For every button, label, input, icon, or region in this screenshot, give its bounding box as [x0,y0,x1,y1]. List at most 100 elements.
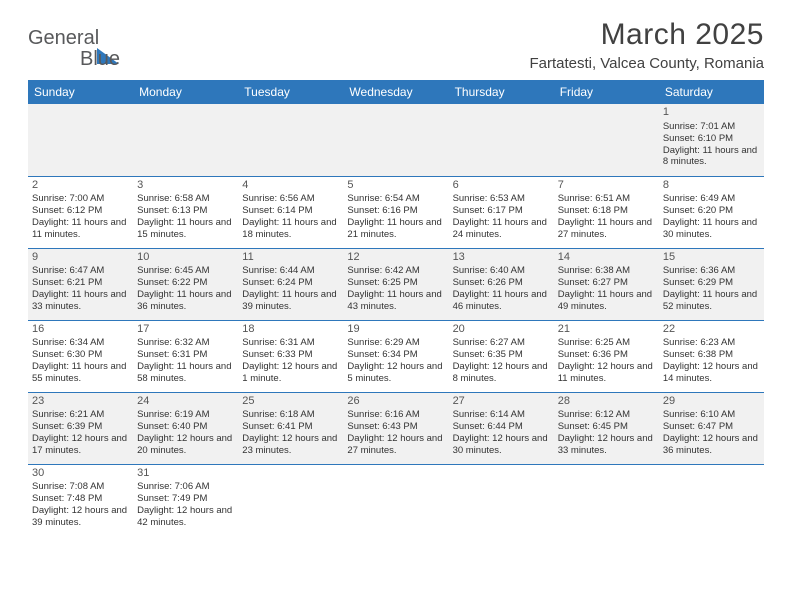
daylight-text: Daylight: 11 hours and 15 minutes. [137,217,234,241]
day-number: 30 [32,467,129,481]
daylight-text: Daylight: 12 hours and 30 minutes. [453,433,550,457]
sunset-text: Sunset: 7:48 PM [32,493,129,505]
day-number: 31 [137,467,234,481]
daylight-text: Daylight: 11 hours and 36 minutes. [137,289,234,313]
sunset-text: Sunset: 6:18 PM [558,205,655,217]
sunrise-text: Sunrise: 6:36 AM [663,265,760,277]
logo: General Blue [28,28,120,70]
calendar-cell [554,464,659,536]
daylight-text: Daylight: 11 hours and 8 minutes. [663,145,760,169]
calendar-cell [133,104,238,176]
calendar-cell [343,104,448,176]
sunrise-text: Sunrise: 6:12 AM [558,409,655,421]
day-number: 24 [137,395,234,409]
sunrise-text: Sunrise: 6:56 AM [242,193,339,205]
calendar-cell: 19Sunrise: 6:29 AMSunset: 6:34 PMDayligh… [343,320,448,392]
sunrise-text: Sunrise: 6:49 AM [663,193,760,205]
calendar-cell: 21Sunrise: 6:25 AMSunset: 6:36 PMDayligh… [554,320,659,392]
day-header: Wednesday [343,80,448,104]
sunset-text: Sunset: 6:14 PM [242,205,339,217]
calendar-week: 1Sunrise: 7:01 AMSunset: 6:10 PMDaylight… [28,104,764,176]
daylight-text: Daylight: 12 hours and 39 minutes. [32,505,129,529]
calendar-cell: 27Sunrise: 6:14 AMSunset: 6:44 PMDayligh… [449,392,554,464]
calendar-cell: 2Sunrise: 7:00 AMSunset: 6:12 PMDaylight… [28,176,133,248]
sunset-text: Sunset: 6:43 PM [347,421,444,433]
daylight-text: Daylight: 12 hours and 17 minutes. [32,433,129,457]
calendar-cell: 15Sunrise: 6:36 AMSunset: 6:29 PMDayligh… [659,248,764,320]
calendar-week: 16Sunrise: 6:34 AMSunset: 6:30 PMDayligh… [28,320,764,392]
calendar-cell: 26Sunrise: 6:16 AMSunset: 6:43 PMDayligh… [343,392,448,464]
calendar-week: 9Sunrise: 6:47 AMSunset: 6:21 PMDaylight… [28,248,764,320]
sunset-text: Sunset: 6:16 PM [347,205,444,217]
daylight-text: Daylight: 11 hours and 58 minutes. [137,361,234,385]
sunset-text: Sunset: 6:13 PM [137,205,234,217]
calendar-cell: 1Sunrise: 7:01 AMSunset: 6:10 PMDaylight… [659,104,764,176]
daylight-text: Daylight: 12 hours and 27 minutes. [347,433,444,457]
sunrise-text: Sunrise: 7:08 AM [32,481,129,493]
day-header: Monday [133,80,238,104]
sunset-text: Sunset: 6:36 PM [558,349,655,361]
calendar-cell: 14Sunrise: 6:38 AMSunset: 6:27 PMDayligh… [554,248,659,320]
sunset-text: Sunset: 6:27 PM [558,277,655,289]
sunrise-text: Sunrise: 6:40 AM [453,265,550,277]
sunset-text: Sunset: 6:35 PM [453,349,550,361]
day-number: 22 [663,323,760,337]
sunrise-text: Sunrise: 7:06 AM [137,481,234,493]
daylight-text: Daylight: 11 hours and 21 minutes. [347,217,444,241]
day-number: 13 [453,251,550,265]
sunrise-text: Sunrise: 6:44 AM [242,265,339,277]
day-number: 11 [242,251,339,265]
calendar-cell: 8Sunrise: 6:49 AMSunset: 6:20 PMDaylight… [659,176,764,248]
location: Fartatesti, Valcea County, Romania [529,55,764,72]
calendar-week: 30Sunrise: 7:08 AMSunset: 7:48 PMDayligh… [28,464,764,536]
daylight-text: Daylight: 12 hours and 20 minutes. [137,433,234,457]
calendar-cell: 6Sunrise: 6:53 AMSunset: 6:17 PMDaylight… [449,176,554,248]
daylight-text: Daylight: 12 hours and 8 minutes. [453,361,550,385]
daylight-text: Daylight: 11 hours and 24 minutes. [453,217,550,241]
day-number: 8 [663,179,760,193]
sunrise-text: Sunrise: 6:51 AM [558,193,655,205]
daylight-text: Daylight: 11 hours and 27 minutes. [558,217,655,241]
day-number: 2 [32,179,129,193]
daylight-text: Daylight: 12 hours and 5 minutes. [347,361,444,385]
calendar-cell: 3Sunrise: 6:58 AMSunset: 6:13 PMDaylight… [133,176,238,248]
day-number: 16 [32,323,129,337]
sunset-text: Sunset: 6:38 PM [663,349,760,361]
sunrise-text: Sunrise: 6:18 AM [242,409,339,421]
sunset-text: Sunset: 6:24 PM [242,277,339,289]
daylight-text: Daylight: 11 hours and 46 minutes. [453,289,550,313]
calendar-cell: 9Sunrise: 6:47 AMSunset: 6:21 PMDaylight… [28,248,133,320]
sunrise-text: Sunrise: 6:10 AM [663,409,760,421]
calendar-cell: 20Sunrise: 6:27 AMSunset: 6:35 PMDayligh… [449,320,554,392]
sunset-text: Sunset: 6:41 PM [242,421,339,433]
daylight-text: Daylight: 12 hours and 1 minute. [242,361,339,385]
day-number: 26 [347,395,444,409]
sunrise-text: Sunrise: 6:38 AM [558,265,655,277]
day-header: Thursday [449,80,554,104]
sunset-text: Sunset: 6:10 PM [663,133,760,145]
calendar-cell [28,104,133,176]
logo-text-b: Blue [80,48,120,70]
calendar-cell: 10Sunrise: 6:45 AMSunset: 6:22 PMDayligh… [133,248,238,320]
calendar-cell [659,464,764,536]
daylight-text: Daylight: 11 hours and 55 minutes. [32,361,129,385]
calendar-cell: 5Sunrise: 6:54 AMSunset: 6:16 PMDaylight… [343,176,448,248]
day-number: 23 [32,395,129,409]
calendar-cell [554,104,659,176]
sunrise-text: Sunrise: 6:32 AM [137,337,234,349]
day-number: 15 [663,251,760,265]
calendar-cell: 28Sunrise: 6:12 AMSunset: 6:45 PMDayligh… [554,392,659,464]
day-number: 3 [137,179,234,193]
calendar-cell: 25Sunrise: 6:18 AMSunset: 6:41 PMDayligh… [238,392,343,464]
day-number: 17 [137,323,234,337]
calendar-cell: 4Sunrise: 6:56 AMSunset: 6:14 PMDaylight… [238,176,343,248]
calendar-cell [238,464,343,536]
sunrise-text: Sunrise: 6:42 AM [347,265,444,277]
day-number: 21 [558,323,655,337]
calendar-cell: 29Sunrise: 6:10 AMSunset: 6:47 PMDayligh… [659,392,764,464]
day-number: 1 [663,106,760,120]
day-number: 5 [347,179,444,193]
daylight-text: Daylight: 12 hours and 23 minutes. [242,433,339,457]
sunrise-text: Sunrise: 6:21 AM [32,409,129,421]
day-number: 14 [558,251,655,265]
